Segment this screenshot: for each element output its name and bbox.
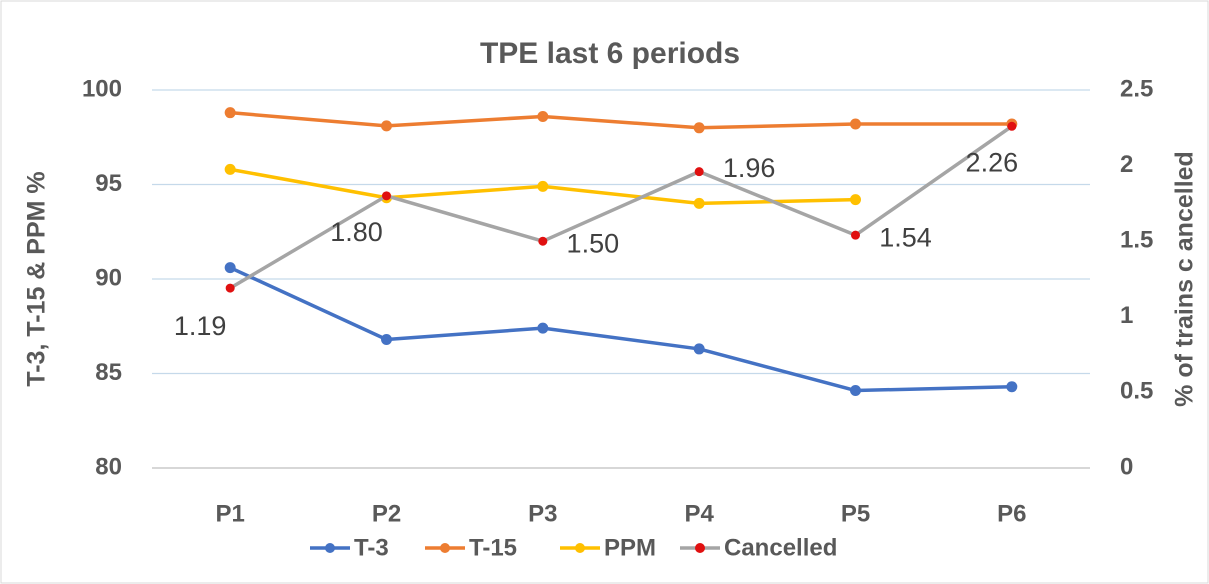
data-point	[851, 230, 860, 240]
data-label: 1.54	[879, 222, 932, 252]
data-point	[224, 262, 236, 274]
y2-tick-label: 1.5	[1120, 227, 1153, 254]
y-tick-label: 85	[95, 359, 122, 386]
series-line	[230, 110, 1012, 130]
data-point	[850, 118, 861, 130]
data-point	[537, 180, 549, 192]
y2-tick-label: 2.5	[1120, 75, 1153, 102]
y2-tick-label: 2	[1120, 151, 1133, 178]
series-line	[229, 266, 1012, 393]
y-tick-label: 95	[95, 170, 122, 197]
x-tick-label: P1	[215, 500, 244, 527]
legend-marker	[695, 543, 705, 553]
data-point	[693, 197, 705, 209]
y-tick-label: 80	[95, 453, 122, 480]
data-label: 1.19	[174, 311, 227, 341]
data-point	[1007, 121, 1017, 131]
data-point	[694, 167, 704, 177]
x-tick-label: P6	[997, 500, 1026, 527]
data-point	[850, 385, 861, 397]
data-point	[693, 122, 705, 134]
data-label: 2.26	[966, 147, 1019, 177]
legend-label: PPM	[604, 534, 656, 561]
data-point	[537, 110, 549, 122]
y2-tick-label: 0.5	[1120, 378, 1153, 405]
data-label: 1.96	[723, 153, 776, 183]
data-label: 1.80	[330, 217, 383, 247]
legend-marker	[440, 543, 450, 553]
data-point	[537, 322, 549, 334]
data-point	[382, 191, 391, 201]
x-tick-label: P3	[528, 500, 557, 527]
data-point	[224, 163, 236, 175]
x-tick-label: P2	[372, 500, 401, 527]
data-point	[225, 283, 235, 293]
y-axis-title: T-3, T-15 & PPM %	[23, 171, 51, 386]
legend-marker	[325, 543, 335, 553]
x-tick-label: P5	[841, 500, 870, 527]
x-tick-label: P4	[684, 500, 714, 527]
data-point	[224, 107, 236, 119]
legend-label: T-3	[354, 534, 389, 561]
legend-label: T-15	[469, 534, 517, 561]
legend-label: Cancelled	[724, 534, 837, 561]
y2-tick-label: 0	[1120, 453, 1133, 480]
y2-axis-title: % of trains c ancelled	[1171, 151, 1199, 407]
y2-tick-label: 1	[1120, 302, 1133, 329]
chart-title: TPE last 6 periods	[480, 37, 740, 70]
data-point	[381, 333, 392, 345]
legend-marker	[575, 543, 585, 553]
data-point	[850, 194, 861, 206]
data-point	[381, 120, 392, 132]
data-point	[538, 236, 548, 246]
data-point	[1006, 381, 1018, 393]
series-line	[229, 124, 1013, 290]
y-tick-label: 100	[82, 75, 122, 102]
y-tick-label: 90	[95, 264, 122, 291]
data-label: 1.50	[567, 228, 620, 258]
data-point	[693, 343, 705, 355]
